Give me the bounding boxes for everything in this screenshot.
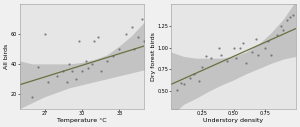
Point (73, 78, 78, 80)
Point (104, 60, 109, 62)
Point (219, 54, 224, 56)
Point (250, 51, 255, 53)
Point (129, 26, 134, 28)
Point (117, 48, 122, 50)
Point (46, 81, 51, 83)
Point (36, 66, 41, 68)
Point (42, 33, 47, 35)
Point (98, 70, 103, 72)
Point (291, 14, 296, 16)
Point (275, 34, 280, 36)
Point (266, 40, 271, 42)
Point (136, 36, 140, 38)
Point (86, 67, 91, 69)
Point (191, 73, 196, 75)
Point (80, 70, 84, 72)
Point (209, 57, 214, 59)
Point (77, 41, 82, 43)
Point (188, 77, 192, 79)
Point (254, 38, 258, 40)
Point (262, 47, 267, 49)
Point (89, 63, 94, 65)
Point (111, 55, 116, 57)
Point (231, 47, 236, 49)
Point (237, 47, 242, 49)
Point (139, 18, 144, 20)
Point (285, 19, 290, 21)
Point (142, 41, 147, 43)
Point (196, 80, 201, 82)
Point (67, 63, 72, 65)
Point (200, 66, 205, 68)
Y-axis label: Dry forest birds: Dry forest birds (151, 32, 156, 81)
Point (268, 54, 273, 56)
Point (92, 41, 97, 43)
Point (278, 25, 283, 27)
Point (281, 29, 286, 31)
Point (241, 42, 246, 44)
X-axis label: Understory density: Understory density (203, 118, 264, 123)
Point (234, 57, 239, 59)
X-axis label: Temperature °C: Temperature °C (57, 118, 107, 123)
Point (55, 75, 59, 77)
Point (70, 70, 74, 72)
Point (204, 55, 208, 57)
Point (287, 16, 292, 18)
Point (30, 96, 34, 98)
Y-axis label: All birds: All birds (4, 44, 9, 69)
Point (256, 54, 261, 56)
Point (61, 70, 66, 72)
Point (132, 48, 136, 50)
Point (83, 60, 88, 62)
Point (181, 83, 186, 85)
Point (244, 62, 248, 64)
Point (96, 36, 100, 38)
Point (175, 89, 180, 91)
Point (64, 81, 69, 83)
Point (179, 82, 184, 84)
Point (123, 33, 128, 35)
Point (225, 60, 230, 62)
Point (216, 47, 221, 49)
